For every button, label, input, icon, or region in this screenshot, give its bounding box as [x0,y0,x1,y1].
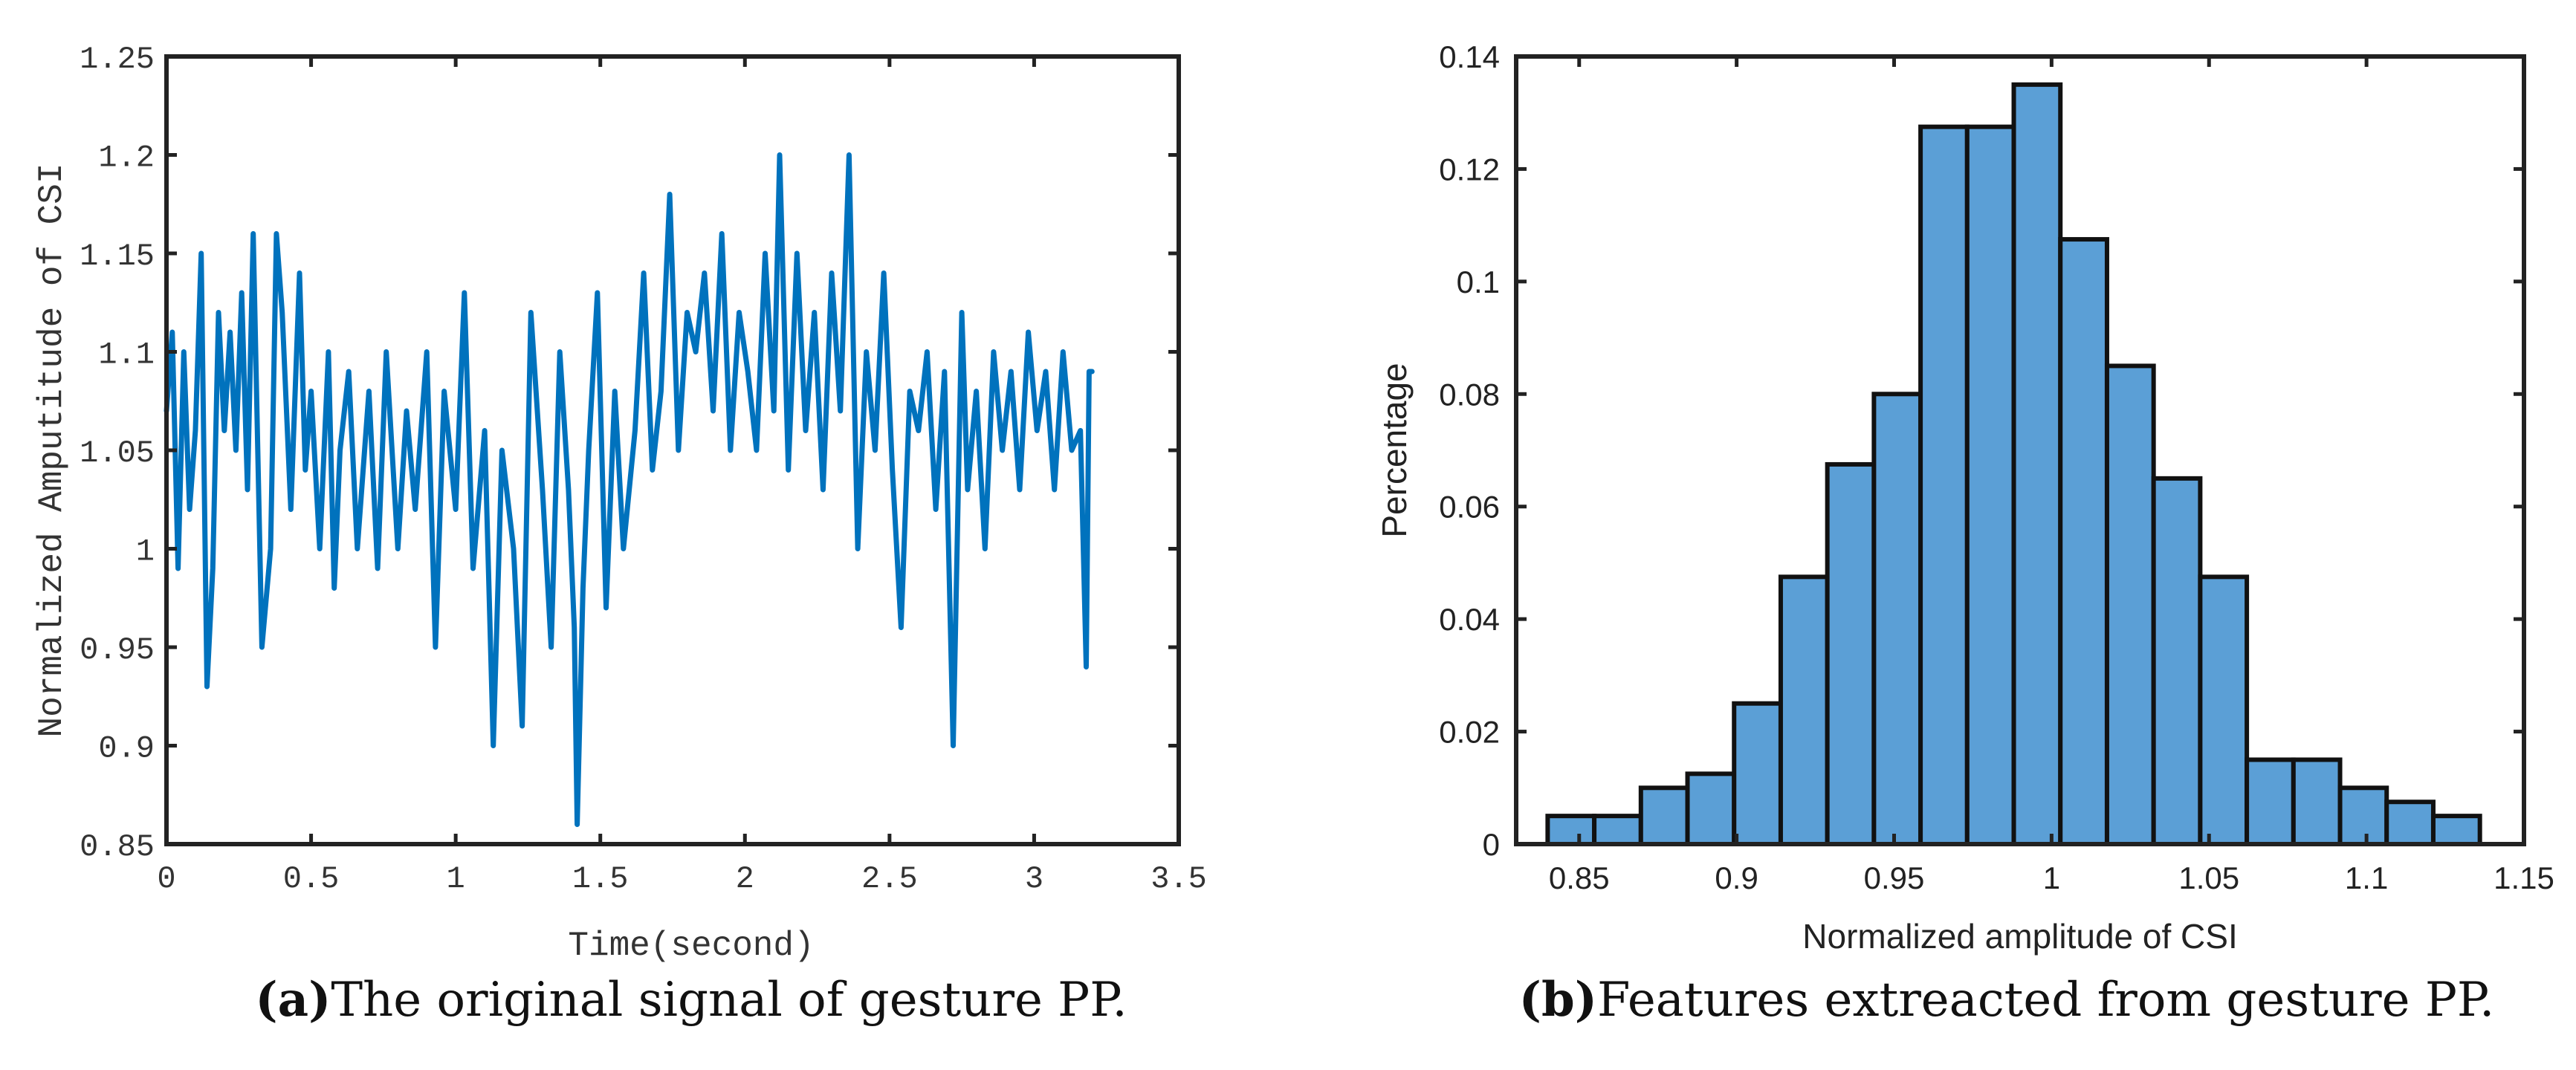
chart-a-x-tick-label: 3.5 [1151,861,1207,897]
chart-a-x-tick-label: 1.5 [572,861,629,897]
chart-a-y-tick-label: 1.05 [80,435,155,471]
chart-b-x-tick-label: 1.15 [2494,860,2554,895]
chart-b-bar [2011,82,2063,847]
chart-b-x-tick-label: 1.05 [2178,860,2239,895]
chart-b-bar [2291,757,2343,847]
chart-b-y-tick-label: 0.14 [1439,39,1500,74]
chart-a-y-tick-label: 0.9 [98,731,155,767]
chart-b-x-tick-label: 0.95 [1864,860,1925,895]
chart-b-bar [2151,476,2203,846]
chart-b-bar [1732,701,1783,847]
chart-a-x-tick-label: 0.5 [283,861,340,897]
chart-a-x-ticks: 0 0.5 1 1.5 2 2.5 3 3.5 [157,56,1207,897]
chart-b-x-tick-label: 0.9 [1715,860,1758,895]
chart-b-y-tick-label: 0.06 [1439,490,1500,525]
chart-a-y-tick-label: 1.25 [80,42,155,77]
chart-a-y-ticks: 0.85 0.9 0.95 1 1.05 1.1 1.15 1.2 1.25 [80,42,1179,865]
chart-b-y-label: Percentage [1375,363,1414,537]
chart-a-y-tick-label: 1.2 [98,140,155,176]
chart-a-series-group [164,152,1095,827]
chart-b-bar [2245,757,2296,847]
chart-b-bar [1918,124,1970,846]
caption-a-text: The original signal of gesture PP. [331,973,1127,1028]
chart-b-axes-box [1514,54,2526,846]
chart-b-bar [1825,461,1877,847]
chart-b-bar [1685,771,1737,847]
chart-b-y-ticks: 0 0.02 0.04 0.06 0.08 0.1 0.12 0.14 [1439,39,2524,862]
chart-a-y-tick-label: 0.95 [80,632,155,668]
chart-b-x-label: Normalized amplitude of CSI [1802,917,2237,956]
chart-b-bar [1778,574,1830,846]
chart-b-y-tick-label: 0.12 [1439,152,1500,187]
chart-b-y-tick-label: 0.08 [1439,377,1500,412]
chart-a-x-tick-label: 2.5 [861,861,918,897]
chart-a-y-tick-label: 1.15 [80,239,155,274]
chart-b-bar [1638,785,1690,847]
chart-b-y-tick-label: 0 [1483,827,1500,862]
chart-b-x-tick-label: 1 [2043,860,2060,895]
chart-b-x-tick-label: 1.1 [2345,860,2388,895]
chart-b-bar [1545,814,1597,846]
chart-b-bar [2198,574,2250,846]
chart-a-y-tick-label: 0.85 [80,829,155,865]
caption-a: (a)The original signal of gesture PP. [171,972,1211,1046]
chart-b-y-tick-label: 0.1 [1457,265,1500,299]
chart-b-x-ticks: 0.85 0.9 0.95 1 1.05 1.1 1.15 [1549,56,2554,895]
chart-b-bar [1871,392,1923,846]
caption-b: (b)Features extreacted from gesture PP. [1486,972,2527,1046]
chart-b-bar [2430,814,2482,846]
caption-b-text: Features extreacted from gesture PP. [1596,973,2495,1028]
chart-b-histogram: 0.85 0.9 0.95 1 1.05 1.1 1.15 0 0.02 0.04 0.06 0.0… [1375,39,2554,956]
chart-b-bar [2104,363,2156,846]
chart-a-signal: 0 0.5 1 1.5 2 2.5 3 3.5 0.85 0.9 0.95 1 1.05 1.1 1.15… [33,42,1207,965]
chart-a-x-tick-label: 0 [157,861,175,897]
chart-b-bar [2058,237,2109,847]
chart-a-x-tick-label: 1 [447,861,465,897]
chart-b-bar [1964,124,2016,846]
chart-a-y-tick-label: 1 [136,534,155,570]
chart-b-bar [2337,785,2389,847]
caption-b-tag: (b) [1518,972,1597,1028]
chart-a-series-line-0 [164,152,1095,827]
caption-a-tag: (a) [255,972,331,1028]
chart-a-y-tick-label: 1.1 [98,337,155,373]
chart-b-bar [2384,800,2436,846]
chart-b-y-tick-label: 0.02 [1439,715,1500,750]
chart-b-bar [1592,814,1643,846]
chart-a-x-tick-label: 3 [1025,861,1043,897]
chart-a-x-tick-label: 2 [736,861,754,897]
chart-b-x-tick-label: 0.85 [1549,860,1610,895]
chart-a-x-label: Time(second) [568,927,814,965]
chart-a-y-label: Normalized Amputitude of CSI [33,163,71,738]
chart-b-y-tick-label: 0.04 [1439,602,1500,637]
chart-a-plot-area [166,56,1179,844]
